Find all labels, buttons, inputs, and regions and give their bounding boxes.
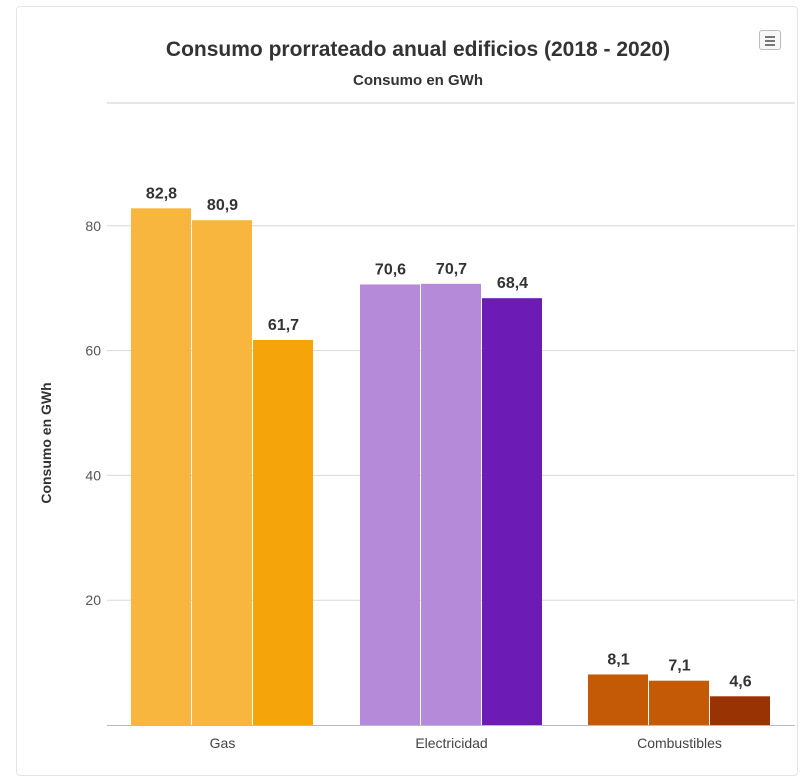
x-category-label: Electricidad xyxy=(415,735,487,751)
y-tick-label: 20 xyxy=(85,592,101,608)
data-label: 70,6 xyxy=(375,261,406,278)
y-tick-label: 40 xyxy=(85,467,101,483)
data-label: 4,6 xyxy=(729,673,751,690)
y-tick-label: 80 xyxy=(85,218,101,234)
data-label: 68,4 xyxy=(497,275,528,292)
bar xyxy=(482,298,542,725)
chart-menu-button[interactable] xyxy=(759,30,781,50)
data-label: 61,7 xyxy=(268,317,299,334)
chart-subtitle: Consumo en GWh xyxy=(353,72,483,89)
data-label: 8,1 xyxy=(607,651,629,668)
y-tick-label: 60 xyxy=(85,343,101,359)
chart-title: Consumo prorrateado anual edificios (201… xyxy=(165,38,671,61)
bar xyxy=(710,696,770,725)
bar xyxy=(649,680,709,725)
bar xyxy=(360,284,420,725)
bar xyxy=(131,208,191,725)
hamburger-menu-icon xyxy=(765,36,775,38)
x-category-label: Combustibles xyxy=(637,735,722,751)
bar xyxy=(421,283,481,725)
data-label: 82,8 xyxy=(146,185,177,202)
x-category-label: Gas xyxy=(210,735,236,751)
data-label: 70,7 xyxy=(436,261,467,278)
bar xyxy=(253,339,313,725)
y-axis-title: Consumo en GWh xyxy=(38,382,54,503)
bar xyxy=(588,674,648,725)
data-label: 80,9 xyxy=(207,197,238,214)
data-label: 7,1 xyxy=(668,658,690,675)
bar xyxy=(192,220,252,725)
